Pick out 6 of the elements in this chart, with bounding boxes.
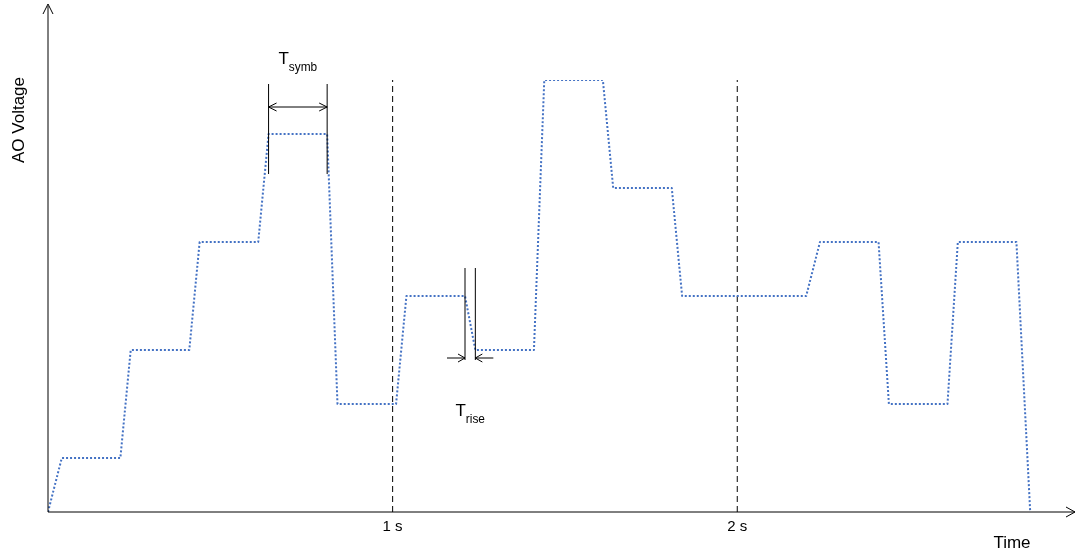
x-tick-label: 2 s bbox=[727, 516, 748, 534]
x-tick-label: 1 s bbox=[382, 516, 403, 534]
x-axis-title: Time bbox=[993, 533, 1031, 552]
annotation: T$_{rise}$ bbox=[455, 401, 486, 426]
y-axis-title: AO Voltage bbox=[9, 76, 28, 164]
text: T$_{symb}$ bbox=[278, 49, 318, 74]
